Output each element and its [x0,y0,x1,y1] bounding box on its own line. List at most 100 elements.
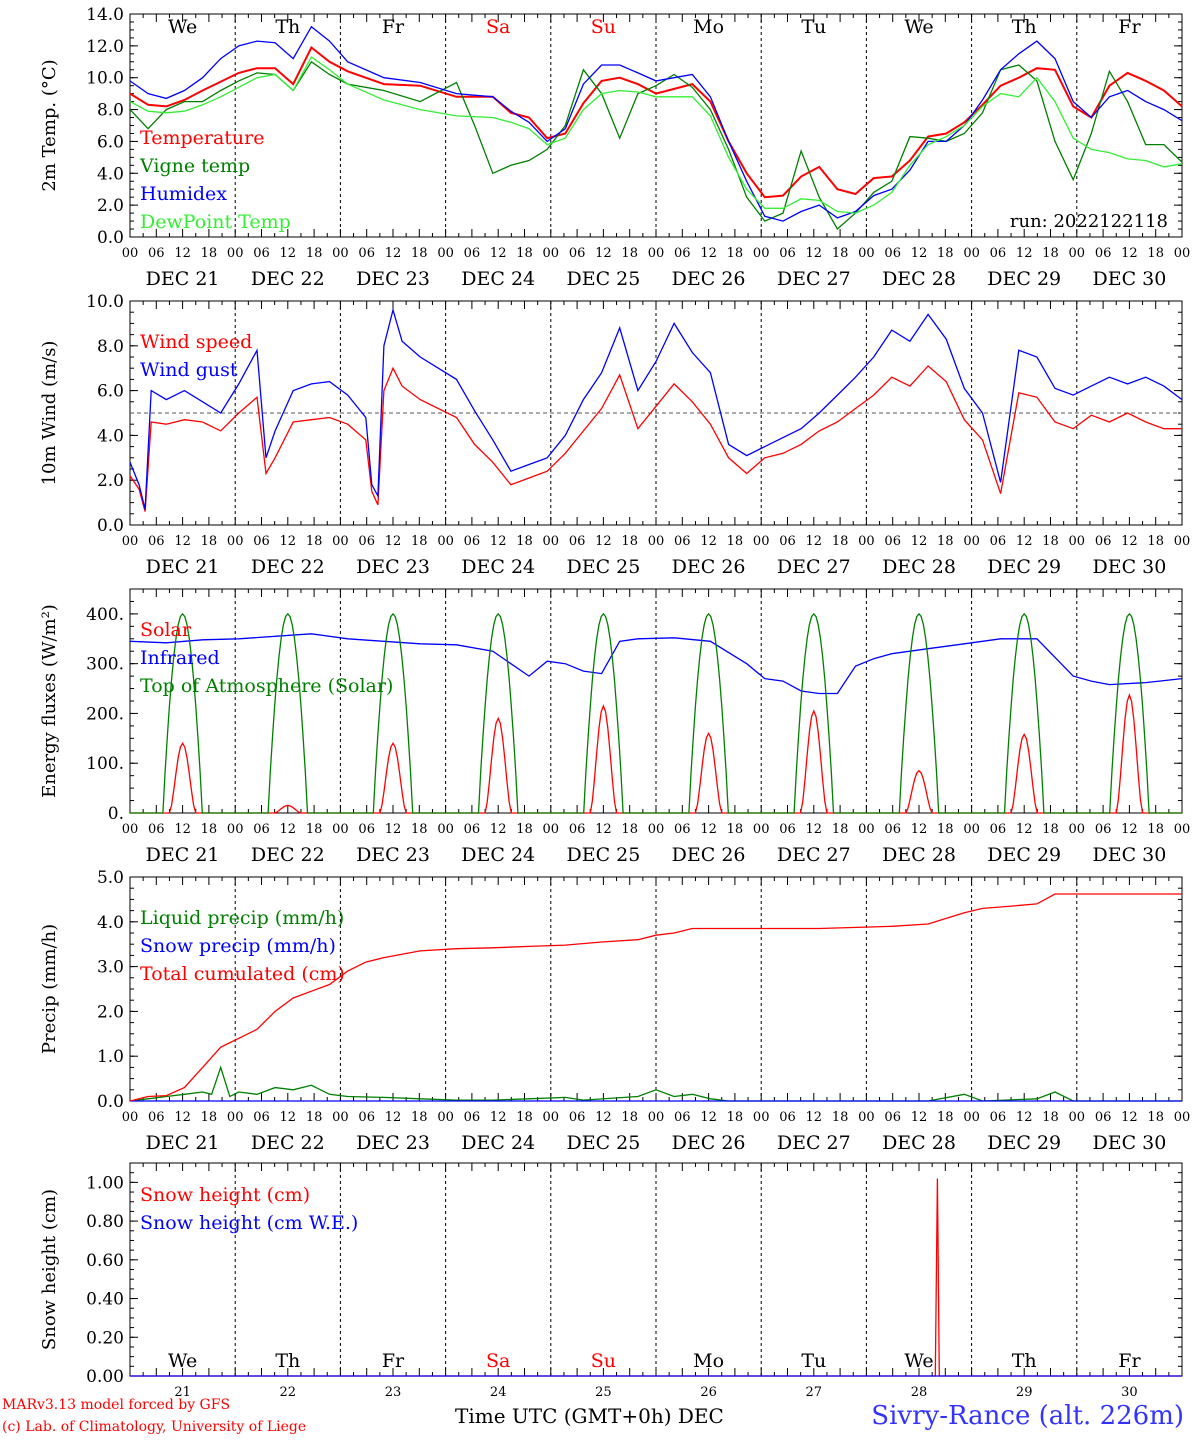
day-number: 23 [385,1385,402,1400]
date-label: DEC 29 [987,268,1061,290]
hour-label: 18 [306,822,323,837]
time-axis-label: Time UTC (GMT+0h) DEC [455,1404,724,1428]
date-label: DEC 27 [777,1132,851,1154]
hour-label: 00 [858,534,875,549]
hour-label: 18 [411,534,428,549]
date-label: DEC 27 [777,268,851,290]
hour-label: 00 [332,534,349,549]
hour-label: 12 [806,1110,823,1125]
weekday-label: Fr [382,1350,405,1372]
hour-label: 00 [1174,534,1191,549]
legend-entry: Wind speed [140,331,252,353]
hour-label: 12 [490,246,507,261]
y-axis-label: 2m Temp. (°C) [39,59,60,191]
hour-label: 06 [884,1110,901,1125]
hour-label: 06 [148,1110,165,1125]
date-label: DEC 25 [566,268,640,290]
hour-label: 12 [1121,1110,1138,1125]
panel-frame [129,588,1183,814]
hour-label: 12 [1121,534,1138,549]
date-label: DEC 30 [1092,1132,1166,1154]
date-label: DEC 30 [1092,556,1166,578]
hour-label: 18 [727,1110,744,1125]
hour-label: 18 [1147,1110,1164,1125]
date-label: DEC 29 [987,1132,1061,1154]
run-annotation: run: 2022122118 [1010,211,1168,232]
hour-label: 12 [174,822,191,837]
hour-label: 12 [174,534,191,549]
weekday-label: Th [275,16,300,38]
series-line-total-cumulated-cm- [129,893,1182,1102]
series-line-humidex [129,25,1183,222]
y-tick-label: 10.0 [86,292,124,312]
hour-label: 18 [306,1110,323,1125]
day-number: 26 [700,1385,717,1400]
legend-entry: Wind gust [140,359,238,381]
y-tick-label: 3.0 [97,958,124,978]
hour-label: 12 [806,822,823,837]
weekday-label: Th [1012,16,1037,38]
legend-entry: Total cumulated (cm) [140,963,345,985]
hour-label: 18 [411,1110,428,1125]
day-number: 25 [595,1385,612,1400]
hour-label: 00 [648,1110,665,1125]
hour-label: 00 [963,534,980,549]
weekday-label: We [168,1350,197,1372]
hour-label: 12 [280,1110,297,1125]
hour-label: 18 [1042,246,1059,261]
date-label: DEC 23 [356,268,430,290]
weekday-label: Su [591,16,616,38]
hour-label: 06 [148,246,165,261]
y-tick-label: 400. [86,605,124,625]
hour-label: 12 [700,1110,717,1125]
hour-label: 00 [1069,246,1086,261]
weekday-label: Sa [486,1350,510,1372]
date-label: DEC 24 [461,556,535,578]
y-tick-label: 0.80 [86,1212,124,1232]
hour-label: 18 [411,246,428,261]
hour-label: 00 [227,1110,244,1125]
hour-label: 18 [832,534,849,549]
hour-label: 00 [753,534,770,549]
hour-label: 06 [148,822,165,837]
hour-label: 12 [385,1110,402,1125]
y-tick-label: 12.0 [86,37,124,57]
y-tick-label: 2.0 [97,196,124,216]
date-label: DEC 23 [356,844,430,866]
hour-label: 00 [227,534,244,549]
hour-label: 00 [1069,534,1086,549]
weekday-label: Fr [1118,16,1141,38]
hour-label: 12 [700,822,717,837]
hour-label: 06 [674,1110,691,1125]
date-label: DEC 22 [251,844,325,866]
hour-label: 18 [1147,534,1164,549]
hour-label: 06 [358,246,375,261]
hour-label: 12 [1016,1110,1033,1125]
hour-label: 06 [569,1110,586,1125]
date-label: DEC 29 [987,844,1061,866]
hour-label: 18 [727,246,744,261]
hour-label: 06 [253,822,270,837]
hour-label: 00 [332,822,349,837]
date-label: DEC 26 [672,1132,746,1154]
hour-label: 12 [174,1110,191,1125]
legend-entry: DewPoint Temp [140,211,291,233]
y-tick-label: 6.0 [97,382,124,402]
hour-label: 12 [806,246,823,261]
y-tick-label: 4.0 [97,426,124,446]
hour-label: 06 [990,822,1007,837]
y-axis-label: Precip (mm/h) [39,924,60,1054]
hour-label: 18 [937,1110,954,1125]
hour-label: 06 [464,1110,481,1125]
y-tick-label: 10.0 [86,69,124,89]
hour-label: 06 [779,1110,796,1125]
y-tick-label: 8.0 [97,101,124,121]
hour-label: 06 [569,534,586,549]
weekday-label: We [168,16,197,38]
hour-label: 12 [1016,822,1033,837]
date-label: DEC 21 [146,556,220,578]
hour-label: 00 [543,534,560,549]
legend-entry: Top of Atmosphere (Solar) [140,675,393,697]
legend-entry: Solar [140,619,192,641]
hour-label: 18 [832,1110,849,1125]
